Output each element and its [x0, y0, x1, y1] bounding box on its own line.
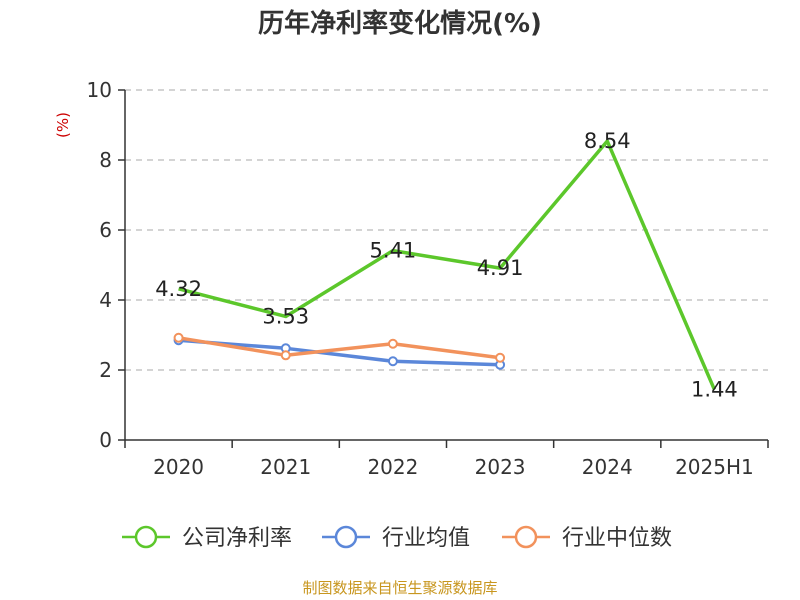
x-tick-label: 2024 — [582, 455, 633, 479]
y-axis-ticks: 0 2 4 6 8 10 — [87, 78, 125, 452]
legend-marker — [134, 525, 158, 549]
source-note: 制图数据来自恒生聚源数据库 — [302, 579, 497, 597]
x-tick-label: 2025H1 — [675, 455, 754, 479]
x-tick-label: 2020 — [153, 455, 204, 479]
data-label: 5.41 — [370, 239, 417, 263]
legend-label: 公司净利率 — [182, 526, 292, 551]
data-label: 1.44 — [691, 378, 738, 402]
legend: 公司净利率 行业均值 行业中位数 — [122, 525, 672, 551]
x-tick-label: 2023 — [475, 455, 526, 479]
x-tick-label: 2021 — [260, 455, 311, 479]
y-tick-label: 8 — [99, 148, 112, 172]
data-point — [387, 338, 398, 349]
y-tick-label: 10 — [87, 78, 112, 102]
series-line — [178, 336, 501, 360]
data-label: 8.54 — [584, 129, 631, 153]
legend-item: 行业均值 — [322, 525, 470, 551]
legend-label: 行业均值 — [382, 526, 470, 551]
x-tick-label: 2022 — [367, 455, 418, 479]
series — [173, 139, 717, 391]
legend-marker — [334, 525, 358, 549]
legend-item: 行业中位数 — [502, 525, 672, 551]
y-tick-label: 0 — [99, 428, 112, 452]
data-point — [387, 356, 398, 367]
legend-label: 行业中位数 — [562, 526, 672, 551]
legend-marker — [514, 525, 538, 549]
legend-item: 公司净利率 — [122, 525, 292, 551]
series-line — [178, 139, 717, 391]
data-label: 3.53 — [262, 304, 309, 328]
series-line — [178, 338, 501, 367]
x-axis-ticks: 2020 2021 2022 2023 2024 2025H1 — [124, 440, 769, 479]
y-tick-label: 6 — [99, 218, 112, 242]
y-axis-unit: (%) — [54, 112, 72, 138]
y-tick-label: 4 — [99, 288, 112, 312]
y-tick-label: 2 — [99, 358, 112, 382]
chart-title: 历年净利率变化情况(%) — [258, 8, 542, 39]
data-label: 4.32 — [155, 277, 202, 301]
data-point — [280, 350, 291, 361]
data-label: 4.91 — [477, 256, 524, 280]
data-point — [173, 332, 184, 343]
axes — [124, 90, 768, 441]
series-3 — [173, 332, 506, 363]
series-1 — [178, 139, 717, 391]
data-labels: 4.32 3.53 5.41 4.91 8.54 1.44 — [155, 129, 738, 402]
gridlines — [125, 89, 768, 371]
data-point — [495, 352, 506, 363]
